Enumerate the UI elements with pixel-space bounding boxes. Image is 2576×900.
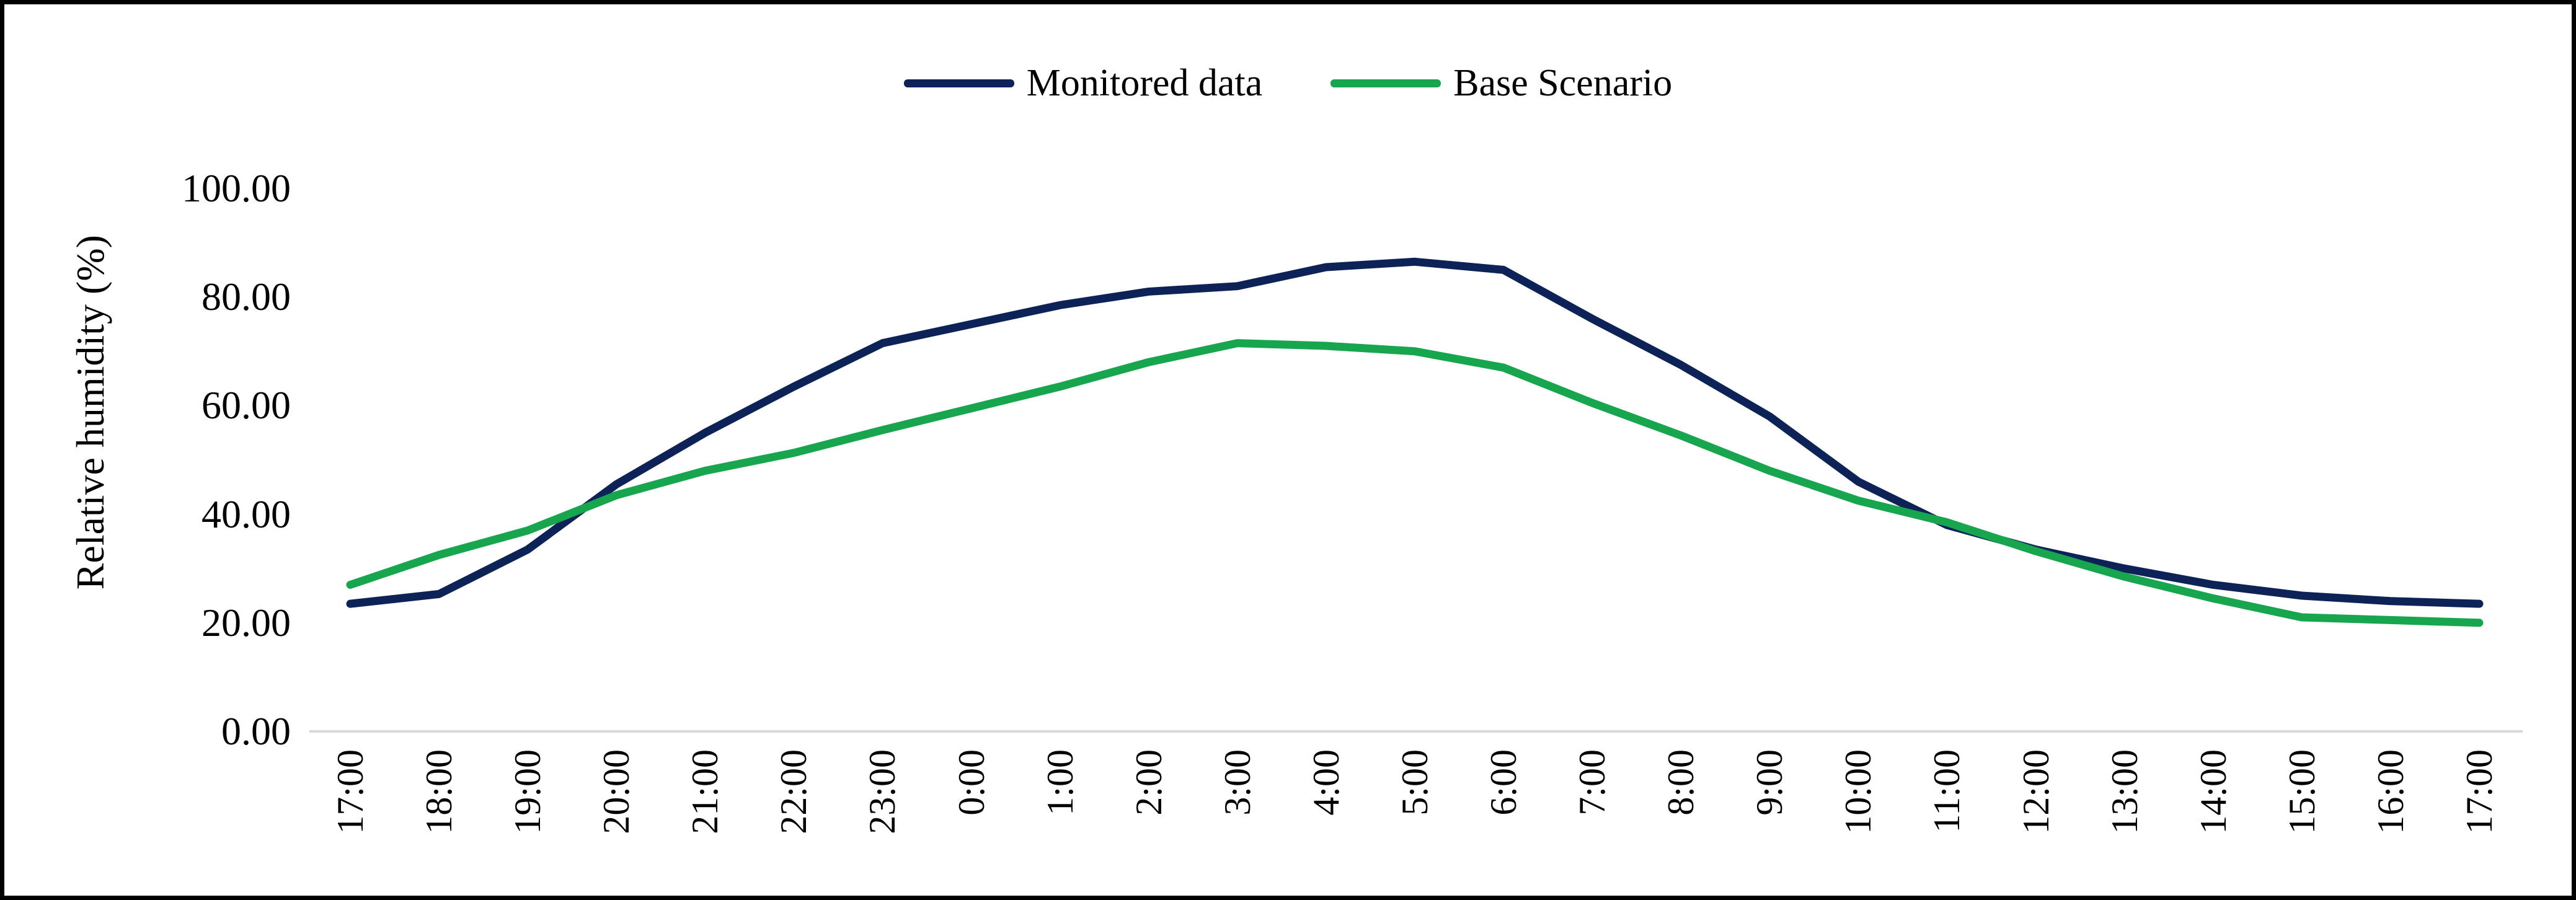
legend-swatch-icon [1330,79,1441,87]
y-tick-label: 40.00 [201,492,291,536]
y-tick-label: 80.00 [201,275,291,319]
y-tick-label: 100.00 [182,166,291,210]
y-tick-label: 0.00 [221,709,291,753]
legend: Monitored data Base Scenario [4,64,2572,102]
y-tick-label: 60.00 [201,383,291,428]
legend-swatch-icon [903,79,1014,87]
plot-area [309,257,2523,733]
series-line-base-scenario [346,339,2484,627]
series-line-monitored-data [346,257,2484,608]
legend-item-monitored-data: Monitored data [903,62,1263,104]
legend-item-base-scenario: Base Scenario [1330,64,1672,102]
legend-label: Monitored data [1026,62,1263,104]
legend-label: Base Scenario [1453,62,1673,104]
y-tick-label: 20.00 [201,600,291,645]
